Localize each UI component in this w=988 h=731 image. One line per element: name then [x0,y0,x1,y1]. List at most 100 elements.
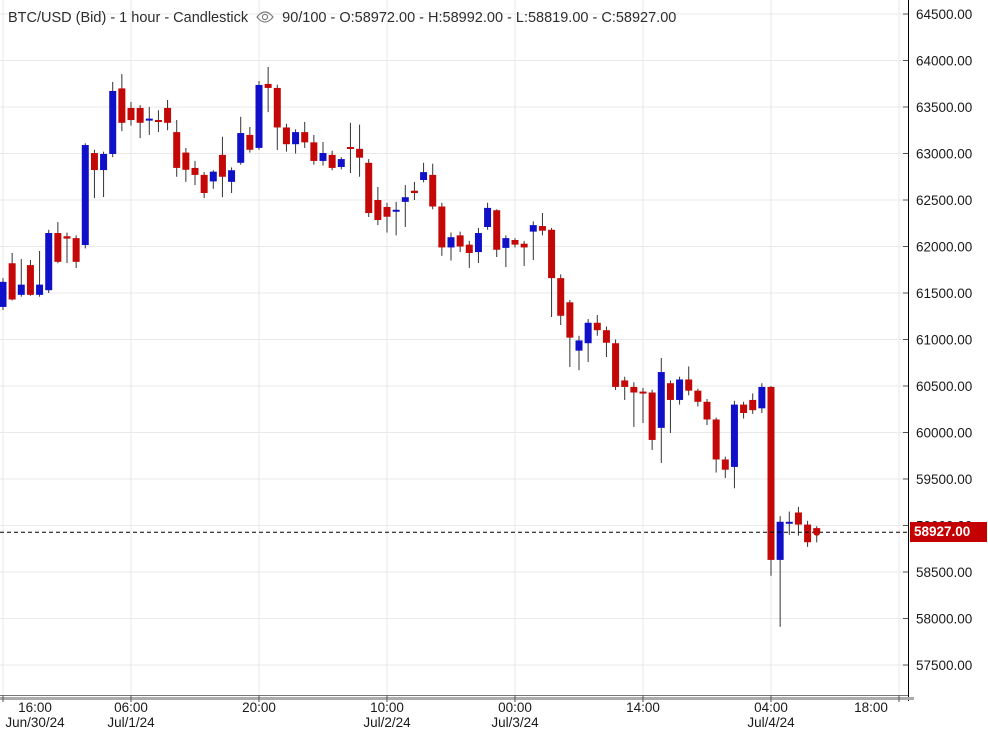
candle [621,376,629,401]
candle [282,123,290,152]
candle [456,231,464,253]
candle [584,319,592,363]
svg-text:Jul/4/24: Jul/4/24 [747,715,795,730]
candle [383,202,391,233]
candle [127,101,135,126]
svg-text:04:00: 04:00 [754,700,788,715]
candle [218,136,226,198]
svg-text:60000.00: 60000.00 [916,426,972,441]
svg-text:64000.00: 64000.00 [916,54,972,69]
candle [785,511,793,535]
candle [228,167,236,194]
candle [484,202,492,230]
svg-text:62000.00: 62000.00 [916,240,972,255]
svg-text:Jul/1/24: Jul/1/24 [107,715,155,730]
candles-series [0,67,821,627]
chart-title-bar: BTC/USD (Bid) - 1 hour - Candlestick 90/… [8,8,676,28]
candle [566,299,574,367]
candle [154,110,162,133]
candle [410,181,418,200]
candle [145,107,153,135]
candle [100,151,108,198]
candle [273,84,281,150]
candle [420,162,428,183]
candle [465,240,473,268]
candle [72,235,80,268]
candle [648,389,656,450]
candle [767,386,775,576]
candle [740,401,748,419]
candle [63,232,71,264]
candle [749,393,757,414]
candle [804,520,812,547]
svg-text:59500.00: 59500.00 [916,472,972,487]
candle [191,160,199,186]
candle [575,335,583,371]
candle [246,126,254,153]
svg-text:62500.00: 62500.00 [916,193,972,208]
candle [676,376,684,405]
candle [182,147,190,182]
candle [237,116,245,165]
gridlines [0,0,908,695]
svg-text:63500.00: 63500.00 [916,100,972,115]
svg-text:Jun/30/24: Jun/30/24 [5,715,65,730]
candle [374,186,382,226]
candle [538,213,546,236]
candle [712,417,720,473]
candle [264,67,272,113]
candle [429,163,437,210]
candle [794,506,802,536]
price-axis[interactable]: 64500.00 64000.00 63500.00 63000.00 62500.00… [903,7,972,673]
svg-text:61500.00: 61500.00 [916,286,972,301]
candle [301,121,309,148]
candle [365,159,373,218]
candle [136,105,144,139]
candle [630,382,638,427]
candle [657,358,665,463]
svg-text:10:00: 10:00 [370,700,404,715]
chart-ohlc-stats: 90/100 - O:58972.00 - H:58992.00 - L:588… [282,10,677,26]
candle [8,253,16,301]
candle [548,227,556,317]
candle [209,170,217,189]
candle [639,387,647,424]
svg-text:14:00: 14:00 [626,700,660,715]
svg-text:00:00: 00:00 [498,700,532,715]
candle [758,383,766,413]
candle [557,274,565,325]
candle [310,134,318,165]
candle [511,238,519,248]
candle [173,120,181,177]
candle [0,278,7,311]
candle [703,399,711,426]
candle [529,221,537,260]
candle [520,240,528,267]
svg-text:20:00: 20:00 [242,700,276,715]
candle [36,250,44,297]
svg-text:16:00: 16:00 [18,700,52,715]
candle [26,259,34,296]
candle [612,339,620,390]
candle [356,124,364,177]
candle [337,157,345,170]
svg-text:57500.00: 57500.00 [916,658,972,673]
last-price-dot [813,528,821,536]
candle [502,235,510,267]
candle [721,456,729,479]
candle [666,380,674,433]
svg-text:63000.00: 63000.00 [916,147,972,162]
candle [81,143,89,249]
candle [694,388,702,407]
candle [401,185,409,227]
visibility-icon [255,10,275,28]
candle [319,141,327,166]
svg-text:Jul/3/24: Jul/3/24 [491,715,539,730]
candle [392,201,400,236]
candle [328,150,336,171]
candle [54,222,62,264]
chart-title: BTC/USD (Bid) - 1 hour - Candlestick [8,10,249,26]
